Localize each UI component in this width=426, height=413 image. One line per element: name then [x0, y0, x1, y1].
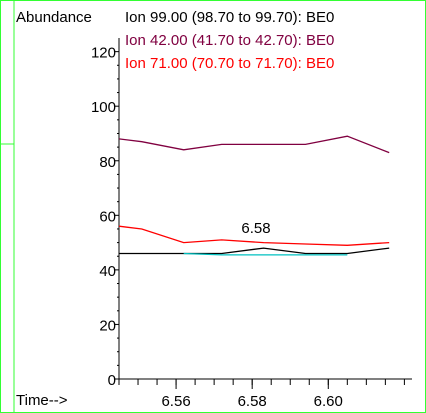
- y-tick-label: 120: [91, 45, 116, 62]
- series-line-1: [118, 135, 390, 154]
- y-tick-label: 0: [108, 372, 116, 389]
- peak-annotation: 6.58: [241, 220, 270, 237]
- y-tick-label: 40: [99, 263, 116, 280]
- series-line-2: [118, 225, 390, 246]
- y-axis-label: Abundance: [16, 9, 92, 26]
- x-tick-label: 6.58: [238, 393, 267, 410]
- x-tick-label: 6.56: [161, 393, 190, 410]
- legend-entry-1: Ion 99.00 (98.70 to 99.70): BE0: [125, 9, 334, 26]
- series-line-3: [119, 247, 390, 255]
- y-tick-label: 20: [99, 317, 116, 334]
- legend-entry-3: Ion 71.00 (70.70 to 71.70): BE0: [125, 55, 334, 72]
- series-layer: 6.58: [118, 135, 390, 256]
- axes: 0 20 40 60 80 100 120 6.56 6.58 6.60: [91, 38, 412, 410]
- y-tick-label: 100: [91, 99, 116, 116]
- y-tick-label: 60: [99, 208, 116, 225]
- x-axis-label: Time-->: [16, 392, 68, 409]
- legend-entry-2: Ion 42.00 (41.70 to 42.70): BE0: [125, 32, 334, 49]
- series-line-4: [183, 252, 348, 256]
- x-tick-label: 6.60: [314, 393, 343, 410]
- y-tick-label: 80: [99, 154, 116, 171]
